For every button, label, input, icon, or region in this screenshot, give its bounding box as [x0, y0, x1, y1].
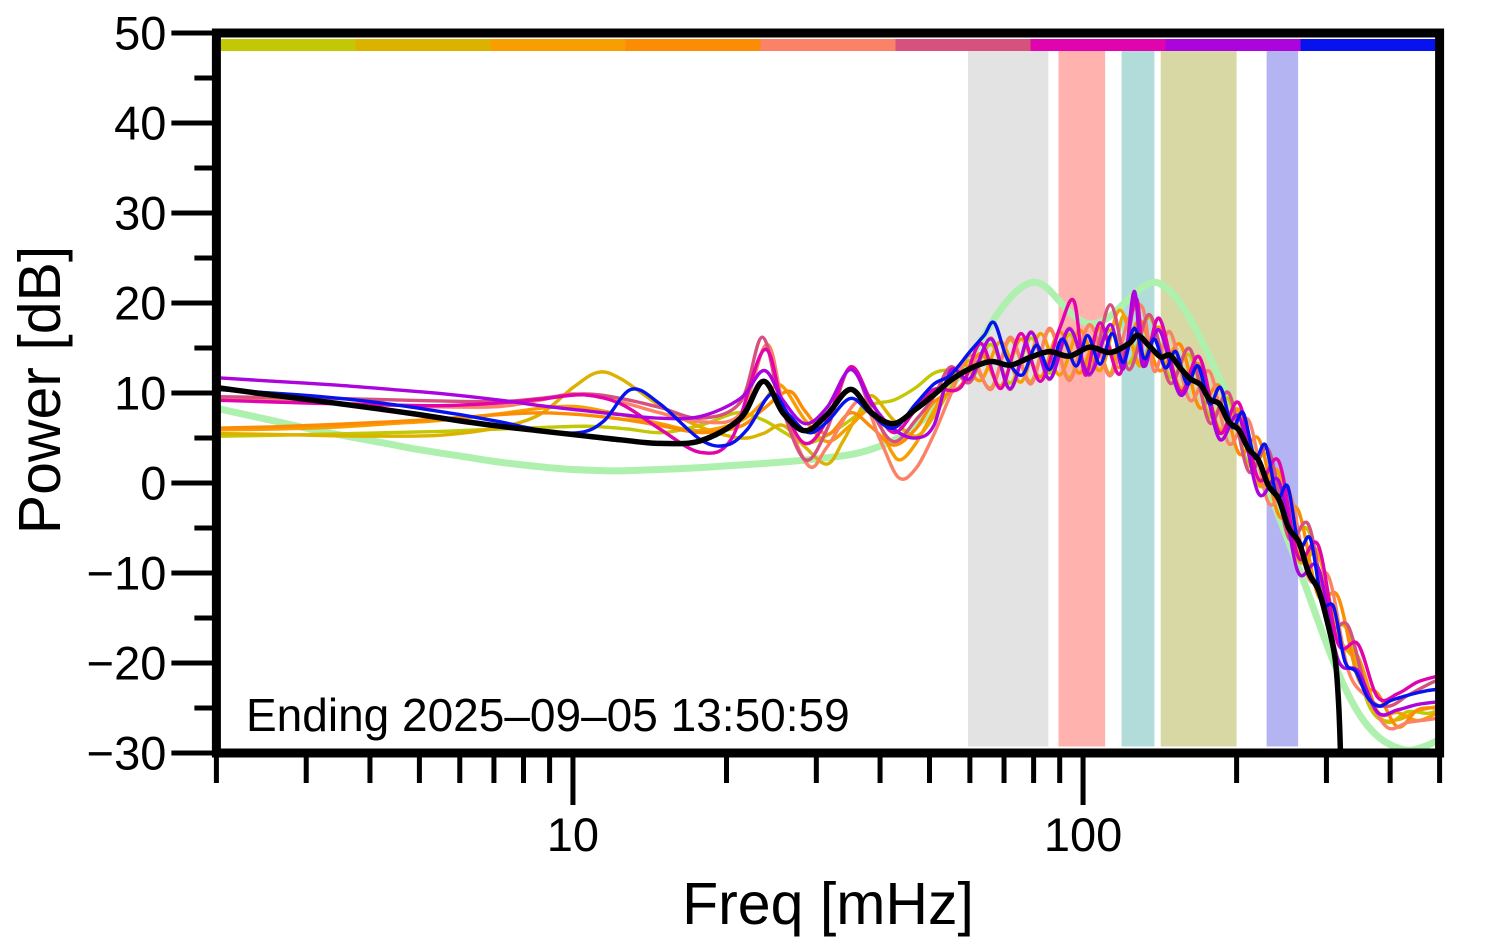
- y-tick-label: −30: [87, 727, 167, 780]
- y-tick-label: −10: [87, 547, 167, 600]
- time-segment-3: [490, 39, 627, 51]
- highlight-band-2: [1058, 51, 1106, 747]
- series-mean-black: [220, 332, 1344, 749]
- series-segment-4-dark-orange: [220, 318, 1436, 729]
- highlight-band-1: [968, 51, 1049, 747]
- series-segment-3-orange: [220, 308, 1436, 723]
- y-tick-label: 10: [114, 367, 166, 420]
- time-segment-2: [355, 39, 492, 51]
- ending-timestamp-annotation: Ending 2025–09–05 13:50:59: [246, 689, 850, 741]
- time-segment-5: [760, 39, 897, 51]
- x-tick-label: 10: [547, 808, 599, 861]
- y-axis: 50 40 30 20 10 0 −10 −20 −30: [87, 7, 217, 780]
- y-tick-label: −20: [87, 637, 167, 690]
- time-segment-8: [1165, 39, 1302, 51]
- plot-inner-area: [220, 39, 1436, 749]
- series-segment-6-crimson: [220, 303, 1436, 708]
- highlight-band-5: [1266, 51, 1299, 747]
- y-tick-label: 0: [140, 457, 166, 510]
- time-segment-7: [1030, 39, 1167, 51]
- plot-frame: [211, 28, 1445, 758]
- x-axis-title: Freq [mHz]: [682, 871, 974, 937]
- series-segment-5-salmon: [220, 302, 1436, 731]
- series-segment-7-magenta: [220, 296, 1436, 703]
- series-reference-pale-green: [220, 278, 1436, 749]
- time-segment-9: [1300, 39, 1436, 51]
- series-segment-8-purple: [220, 289, 1436, 717]
- y-tick-label: 40: [114, 97, 166, 150]
- y-axis-title: Power [dB]: [7, 245, 73, 535]
- time-segment-1: [220, 39, 357, 51]
- y-tick-label: 50: [114, 7, 166, 60]
- time-segment-6: [895, 39, 1032, 51]
- time-segment-4: [625, 39, 762, 51]
- y-tick-label: 20: [114, 277, 166, 330]
- series-segment-1-olive: [220, 315, 1436, 725]
- y-tick-label: 30: [114, 187, 166, 240]
- x-tick-label: 100: [1044, 808, 1122, 861]
- highlight-band-3: [1121, 51, 1155, 747]
- series-segment-9-blue: [220, 320, 1436, 708]
- x-axis: 10 100: [213, 750, 1443, 861]
- series-segment-2-gold: [220, 313, 1436, 723]
